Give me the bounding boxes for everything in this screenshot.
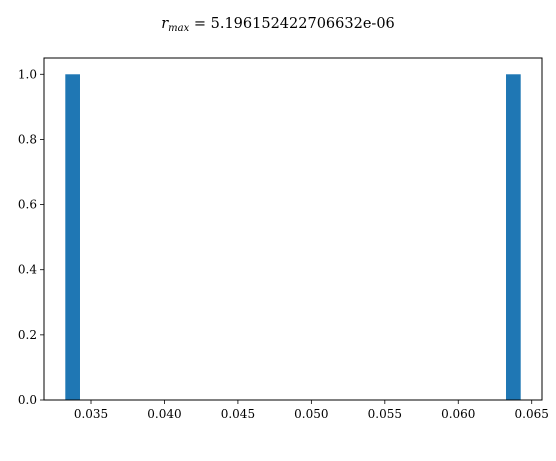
y-tick-label: 1.0 xyxy=(18,67,37,81)
y-tick-label: 0.0 xyxy=(18,393,37,407)
chart-title: rmax = 5.196152422706632e-06 xyxy=(161,16,395,34)
title-subscript: max xyxy=(168,23,189,34)
x-tick-label: 0.060 xyxy=(441,407,475,421)
title-variable: r xyxy=(161,16,169,32)
x-tick-label: 0.040 xyxy=(147,407,181,421)
bars-group xyxy=(65,74,521,401)
x-tick-label: 0.050 xyxy=(294,407,328,421)
x-tick-label: 0.055 xyxy=(368,407,402,421)
x-tick-label: 0.035 xyxy=(74,407,108,421)
plot-frame xyxy=(43,57,543,401)
x-axis-ticks: 0.035 0.040 0.045 0.050 0.055 0.060 0.065 xyxy=(74,400,549,421)
histogram-bar-1 xyxy=(65,74,80,401)
y-tick-label: 0.8 xyxy=(18,132,37,146)
x-tick-label: 0.045 xyxy=(221,407,255,421)
title-value: = 5.196152422706632e-06 xyxy=(189,16,395,32)
y-tick-label: 0.6 xyxy=(18,198,37,212)
y-axis-ticks: 0.0 0.2 0.4 0.6 0.8 1.0 xyxy=(18,67,44,407)
histogram-bar-2 xyxy=(506,74,521,401)
x-tick-label: 0.065 xyxy=(515,407,549,421)
y-tick-label: 0.2 xyxy=(18,328,37,342)
y-tick-label: 0.4 xyxy=(18,263,37,277)
